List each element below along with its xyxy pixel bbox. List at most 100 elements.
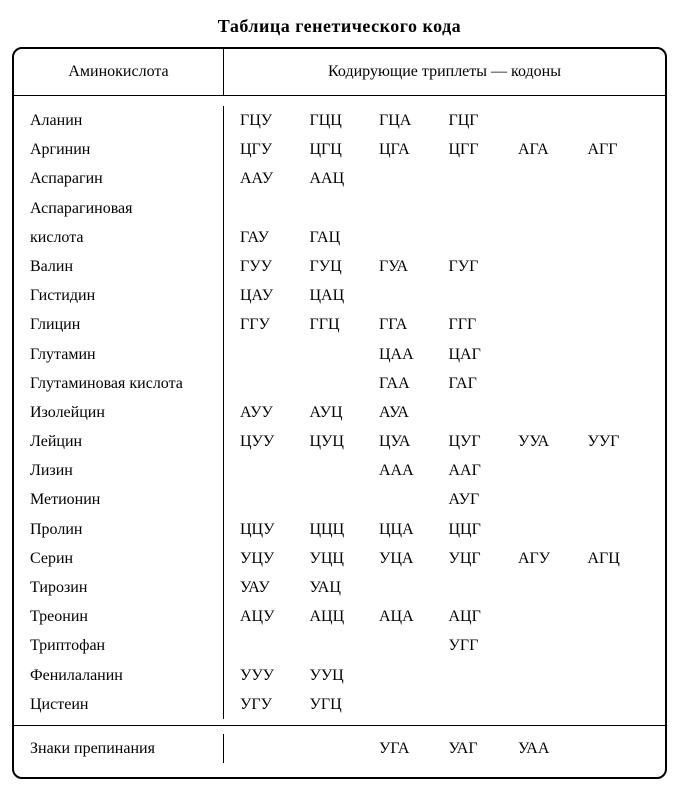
codon-cell: ЦЦЦ [304,518,374,541]
codon-cell [512,401,582,424]
codon-cell [512,488,582,511]
codon-cell: УГУ [234,693,304,716]
codon-list: УЦУУЦЦУЦАУЦГАГУАГЦ [224,544,665,573]
amino-acid-name: Валин [14,252,224,281]
codon-list: ГАУГАЦ [224,223,665,252]
codon-cell [373,576,443,599]
amino-acid-name: Лейцин [14,427,224,456]
codon-cell [304,197,374,220]
codon-cell [304,343,374,366]
table-row: Глутамин ЦААЦАГ [14,340,665,369]
codon-cell: ЦГГ [443,138,513,161]
codon-cell: ГГУ [234,313,304,336]
codon-cell [234,634,304,657]
codon-cell: АГУ [512,547,582,570]
codon-cell [373,197,443,220]
codon-cell: ГУУ [234,255,304,278]
table-row: ТриптофанУГГ [14,631,665,660]
amino-acid-name: Гистидин [14,281,224,310]
amino-acid-name: Изолейцин [14,398,224,427]
codon-list: ЦАУЦАЦ [224,281,665,310]
codon-cell [443,693,513,716]
amino-acid-name: Аспарагиновая [14,194,224,223]
table-row: АргининЦГУЦГЦЦГАЦГГАГААГГ [14,135,665,164]
codon-cell [443,197,513,220]
codon-cell: АУГ [443,488,513,511]
codon-list: УГУУГЦ [224,690,665,719]
codon-cell: УУУ [234,664,304,687]
amino-acid-name: Пролин [14,515,224,544]
codon-cell: ГЦЦ [304,109,374,132]
codon-cell [582,737,652,760]
codon-cell: ГУГ [443,255,513,278]
amino-acid-name: кислота [14,223,224,252]
codon-cell [304,634,374,657]
codon-cell: УЦА [373,547,443,570]
codon-list: ААУААЦ [224,164,665,193]
codon-cell [582,488,652,511]
codon-cell [443,576,513,599]
codon-cell [234,197,304,220]
codon-cell [582,605,652,628]
codon-cell: ГГЦ [304,313,374,336]
codon-cell: ААА [373,459,443,482]
codon-cell [443,401,513,424]
codon-cell: ГУА [373,255,443,278]
codon-cell: АУЦ [304,401,374,424]
codon-cell: ЦУГ [443,430,513,453]
table-row: ВалинГУУГУЦГУАГУГ [14,252,665,281]
table-row: АланинГЦУГЦЦГЦАГЦГ [14,106,665,135]
codon-cell [234,737,304,760]
amino-acid-name: Треонин [14,602,224,631]
codon-cell: АГЦ [582,547,652,570]
codon-cell: ЦУА [373,430,443,453]
codon-cell [373,693,443,716]
codon-cell [512,576,582,599]
codon-cell [582,255,652,278]
amino-acid-name: Цистеин [14,690,224,719]
codon-cell: ЦАА [373,343,443,366]
codon-cell: ГЦУ [234,109,304,132]
codon-cell: АГА [512,138,582,161]
codon-cell: АЦГ [443,605,513,628]
codon-cell [512,693,582,716]
codon-cell: ЦЦА [373,518,443,541]
codon-cell: ГАУ [234,226,304,249]
codon-cell [304,459,374,482]
codon-cell: УУГ [582,430,652,453]
codon-cell [582,313,652,336]
codon-cell: ГГА [373,313,443,336]
codon-cell [304,737,374,760]
amino-acid-name: Метионин [14,485,224,514]
codon-cell: УУЦ [304,664,374,687]
codon-list: ГГУГГЦГГАГГГ [224,310,665,339]
amino-acid-name: Глутамин [14,340,224,369]
codon-cell [373,634,443,657]
codon-cell: ЦЦГ [443,518,513,541]
codon-cell: ГАА [373,372,443,395]
codon-cell [582,197,652,220]
table-row: ЛизинАААААГ [14,456,665,485]
codon-cell: ГГГ [443,313,513,336]
codon-list: УУУУУЦ [224,661,665,690]
table-header: Аминокислота Кодирующие триплеты — кодон… [14,49,665,96]
codon-cell [373,488,443,511]
codon-cell [512,109,582,132]
codon-cell: УАЦ [304,576,374,599]
amino-acid-name: Глицин [14,310,224,339]
table-body: АланинГЦУГЦЦГЦАГЦГАргининЦГУЦГЦЦГАЦГГАГА… [14,96,665,777]
codon-list: АУУАУЦАУА [224,398,665,427]
codon-list [224,194,665,223]
codon-cell: АУУ [234,401,304,424]
codon-cell [512,518,582,541]
table-row: кислотаГАУГАЦ [14,223,665,252]
codon-cell [582,109,652,132]
codon-cell [512,372,582,395]
codon-cell: ЦАГ [443,343,513,366]
header-amino: Аминокислота [14,49,224,95]
codon-list: УГАУАГУАА [224,734,665,763]
codon-cell: ГАГ [443,372,513,395]
codon-cell [443,664,513,687]
codon-cell: УГЦ [304,693,374,716]
amino-acid-name: Тирозин [14,573,224,602]
